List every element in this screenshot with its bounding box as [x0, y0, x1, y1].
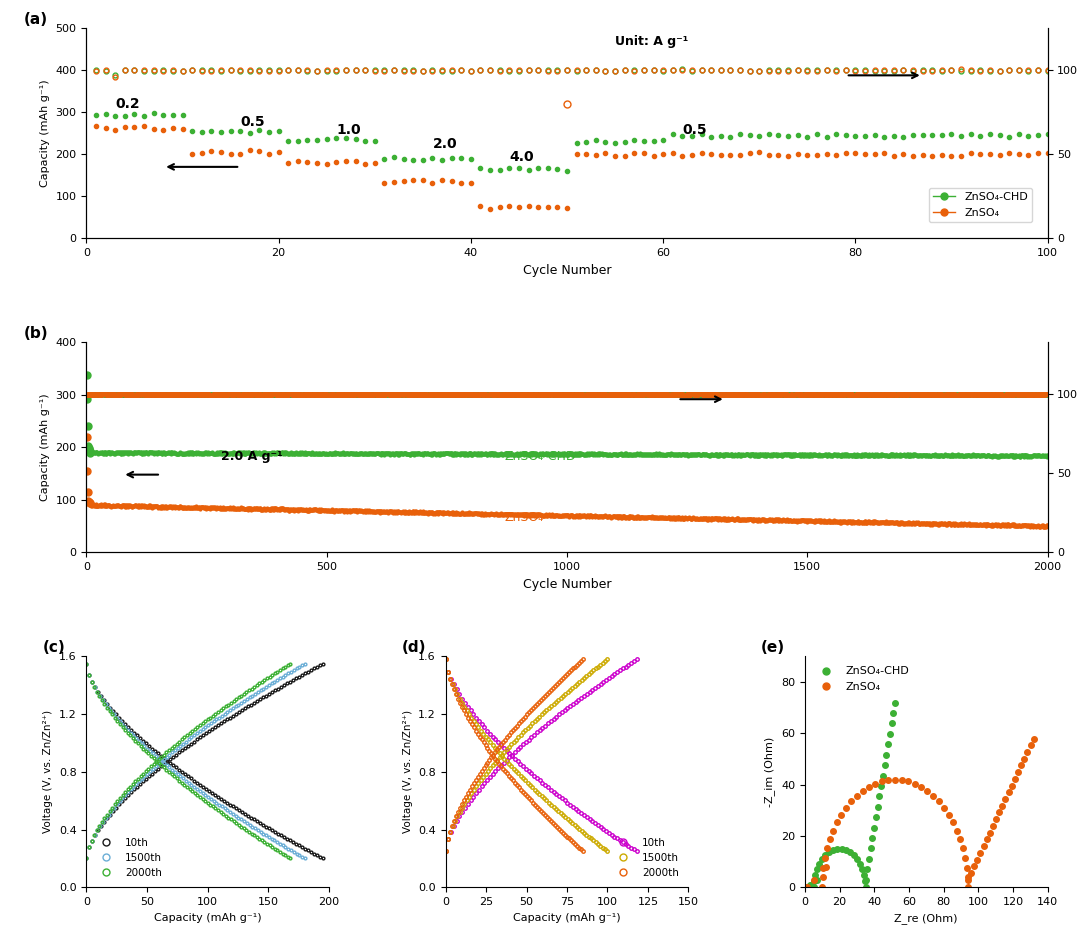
Text: 4.0: 4.0 [510, 149, 534, 163]
Text: (c): (c) [43, 640, 66, 655]
Text: (d): (d) [402, 640, 427, 655]
Legend: ZnSO₄-CHD, ZnSO₄: ZnSO₄-CHD, ZnSO₄ [929, 188, 1032, 222]
Legend: ZnSO₄-CHD, ZnSO₄: ZnSO₄-CHD, ZnSO₄ [810, 662, 914, 697]
Text: 2.0 A g⁻¹: 2.0 A g⁻¹ [221, 450, 283, 464]
X-axis label: Capacity (mAh g⁻¹): Capacity (mAh g⁻¹) [513, 913, 621, 922]
Text: ZnSO₄-CHD: ZnSO₄-CHD [504, 450, 576, 464]
Text: (e): (e) [761, 640, 785, 655]
Y-axis label: Capacity (mAh g⁻¹): Capacity (mAh g⁻¹) [40, 79, 50, 187]
Y-axis label: -Z_im (Ohm): -Z_im (Ohm) [765, 736, 775, 807]
X-axis label: Capacity (mAh g⁻¹): Capacity (mAh g⁻¹) [154, 913, 261, 922]
Y-axis label: Capacity (mAh g⁻¹): Capacity (mAh g⁻¹) [40, 394, 50, 501]
Text: 1.0: 1.0 [336, 123, 361, 137]
Legend: 10th, 1500th, 2000th: 10th, 1500th, 2000th [609, 834, 684, 882]
Text: (b): (b) [24, 327, 49, 341]
Text: (a): (a) [24, 12, 48, 27]
Text: Unit: A g⁻¹: Unit: A g⁻¹ [616, 35, 688, 47]
Y-axis label: Voltage (V, vs. Zn/Zn²⁺): Voltage (V, vs. Zn/Zn²⁺) [43, 710, 53, 834]
Text: 0.5: 0.5 [240, 115, 265, 128]
Text: 0.5: 0.5 [683, 123, 707, 137]
X-axis label: Z_re (Ohm): Z_re (Ohm) [894, 913, 958, 923]
X-axis label: Cycle Number: Cycle Number [523, 578, 611, 591]
Text: 0.2: 0.2 [116, 97, 140, 111]
Y-axis label: Voltage (V, vs. Zn/Zn²⁺): Voltage (V, vs. Zn/Zn²⁺) [403, 710, 413, 834]
Text: ZnSO₄: ZnSO₄ [504, 511, 543, 524]
X-axis label: Cycle Number: Cycle Number [523, 263, 611, 277]
Legend: 10th, 1500th, 2000th: 10th, 1500th, 2000th [92, 834, 166, 882]
Text: 2.0: 2.0 [432, 137, 457, 151]
